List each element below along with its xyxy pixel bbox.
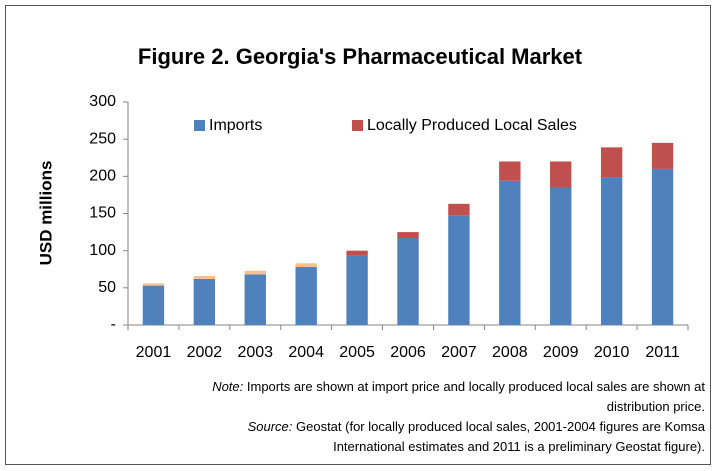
x-tick-label: 2007 (441, 344, 477, 361)
legend-label: Locally Produced Local Sales (367, 117, 577, 134)
x-tick-label: 2003 (237, 344, 273, 361)
bar (499, 161, 521, 181)
bar (448, 215, 470, 325)
note-text: Imports are shown at import price and lo… (247, 379, 706, 394)
bar (295, 267, 317, 325)
bar (397, 232, 419, 239)
y-tick-label: 50 (98, 279, 116, 296)
bar (193, 275, 216, 279)
note-label: Note: (212, 379, 247, 394)
bar (244, 274, 266, 325)
x-tick-label: 2009 (543, 344, 579, 361)
chart-title: Figure 2. Georgia's Pharmaceutical Marke… (138, 44, 583, 69)
x-tick-label: 2008 (492, 344, 528, 361)
bar (346, 255, 368, 325)
bar (142, 283, 165, 286)
chart-border (5, 5, 711, 465)
bar (651, 168, 674, 325)
y-tick-label: 150 (89, 205, 116, 222)
x-tick-label: 2011 (645, 344, 680, 361)
y-tick-label: 300 (89, 93, 116, 110)
note-line: International estimates and 2011 is a pr… (333, 439, 705, 454)
note-text: International estimates and 2011 is a pr… (333, 439, 705, 454)
note-line: Note: Imports are shown at import price … (212, 379, 705, 394)
y-tick-label: 100 (89, 242, 116, 259)
note-label: Source: (248, 419, 296, 434)
legend-swatch (352, 120, 363, 131)
bar (295, 263, 317, 268)
y-tick-label: 200 (89, 168, 116, 185)
x-tick-label: 2005 (339, 344, 375, 361)
bar (600, 177, 623, 325)
legend-label: Imports (209, 117, 262, 134)
x-tick-label: 2010 (594, 344, 630, 361)
bar (448, 203, 470, 216)
bar (600, 147, 623, 178)
note-line: distribution price. (607, 399, 705, 414)
bar (193, 278, 216, 325)
x-tick-label: 2006 (390, 344, 426, 361)
x-tick-label: 2002 (187, 344, 223, 361)
bar (499, 180, 521, 325)
bar (244, 270, 266, 275)
bar (397, 238, 419, 325)
bar (142, 285, 165, 325)
y-tick-label: 250 (89, 130, 116, 147)
bar (550, 161, 572, 188)
note-text: distribution price. (607, 399, 705, 414)
x-tick-label: 2004 (288, 344, 324, 361)
legend-swatch (194, 120, 205, 131)
y-axis-label: USD millions (36, 161, 55, 266)
y-tick-label: - (111, 316, 116, 333)
bar (651, 142, 674, 169)
bar (550, 187, 572, 325)
x-tick-label: 2001 (136, 344, 172, 361)
bar (346, 250, 368, 256)
note-line: Source: Geostat (for locally produced lo… (248, 419, 706, 434)
note-text: Geostat (for locally produced local sale… (296, 419, 706, 434)
